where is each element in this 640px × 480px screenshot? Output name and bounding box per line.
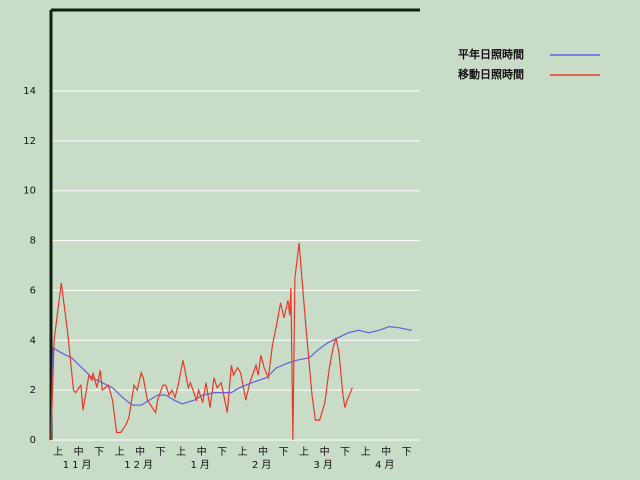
x-tick-label: 下 <box>94 447 104 458</box>
y-tick-label: 10 <box>23 186 36 197</box>
x-group-label: 4月 <box>375 459 397 471</box>
legend-label: 平年日照時間 <box>458 47 524 61</box>
x-tick-label: 下 <box>340 447 350 458</box>
x-tick-label: 上 <box>115 446 125 458</box>
x-tick-label: 上 <box>238 446 248 458</box>
x-tick-label: 中 <box>320 445 330 458</box>
series-line <box>50 243 353 441</box>
x-group-label: 11月 <box>63 459 95 471</box>
x-tick-label: 下 <box>156 447 166 458</box>
x-tick-label: 下 <box>217 447 227 458</box>
x-tick-label: 中 <box>197 445 207 458</box>
x-group-label: 1月 <box>190 459 212 471</box>
y-tick-label: 14 <box>23 86 36 97</box>
legend-label: 移動日照時間 <box>458 67 524 81</box>
x-tick-label: 中 <box>74 445 84 458</box>
x-tick-label: 上 <box>361 446 371 458</box>
y-tick-label: 6 <box>30 285 36 296</box>
x-group-label: 12月 <box>124 459 156 471</box>
x-tick-label: 中 <box>381 445 391 458</box>
y-tick-label: 8 <box>30 236 36 247</box>
y-tick-label: 4 <box>30 335 36 346</box>
x-tick-label: 上 <box>299 446 309 458</box>
series-line <box>50 325 412 441</box>
x-tick-label: 下 <box>402 447 412 458</box>
x-group-label: 2月 <box>252 459 274 471</box>
x-tick-label: 下 <box>279 447 289 458</box>
x-tick-label: 中 <box>135 445 145 458</box>
x-tick-label: 上 <box>176 446 186 458</box>
y-tick-label: 12 <box>23 136 36 147</box>
x-tick-label: 上 <box>53 446 63 458</box>
y-tick-label: 0 <box>30 435 36 446</box>
y-tick-label: 2 <box>30 385 36 396</box>
x-group-label: 3月 <box>313 459 335 471</box>
x-tick-label: 中 <box>258 445 268 458</box>
